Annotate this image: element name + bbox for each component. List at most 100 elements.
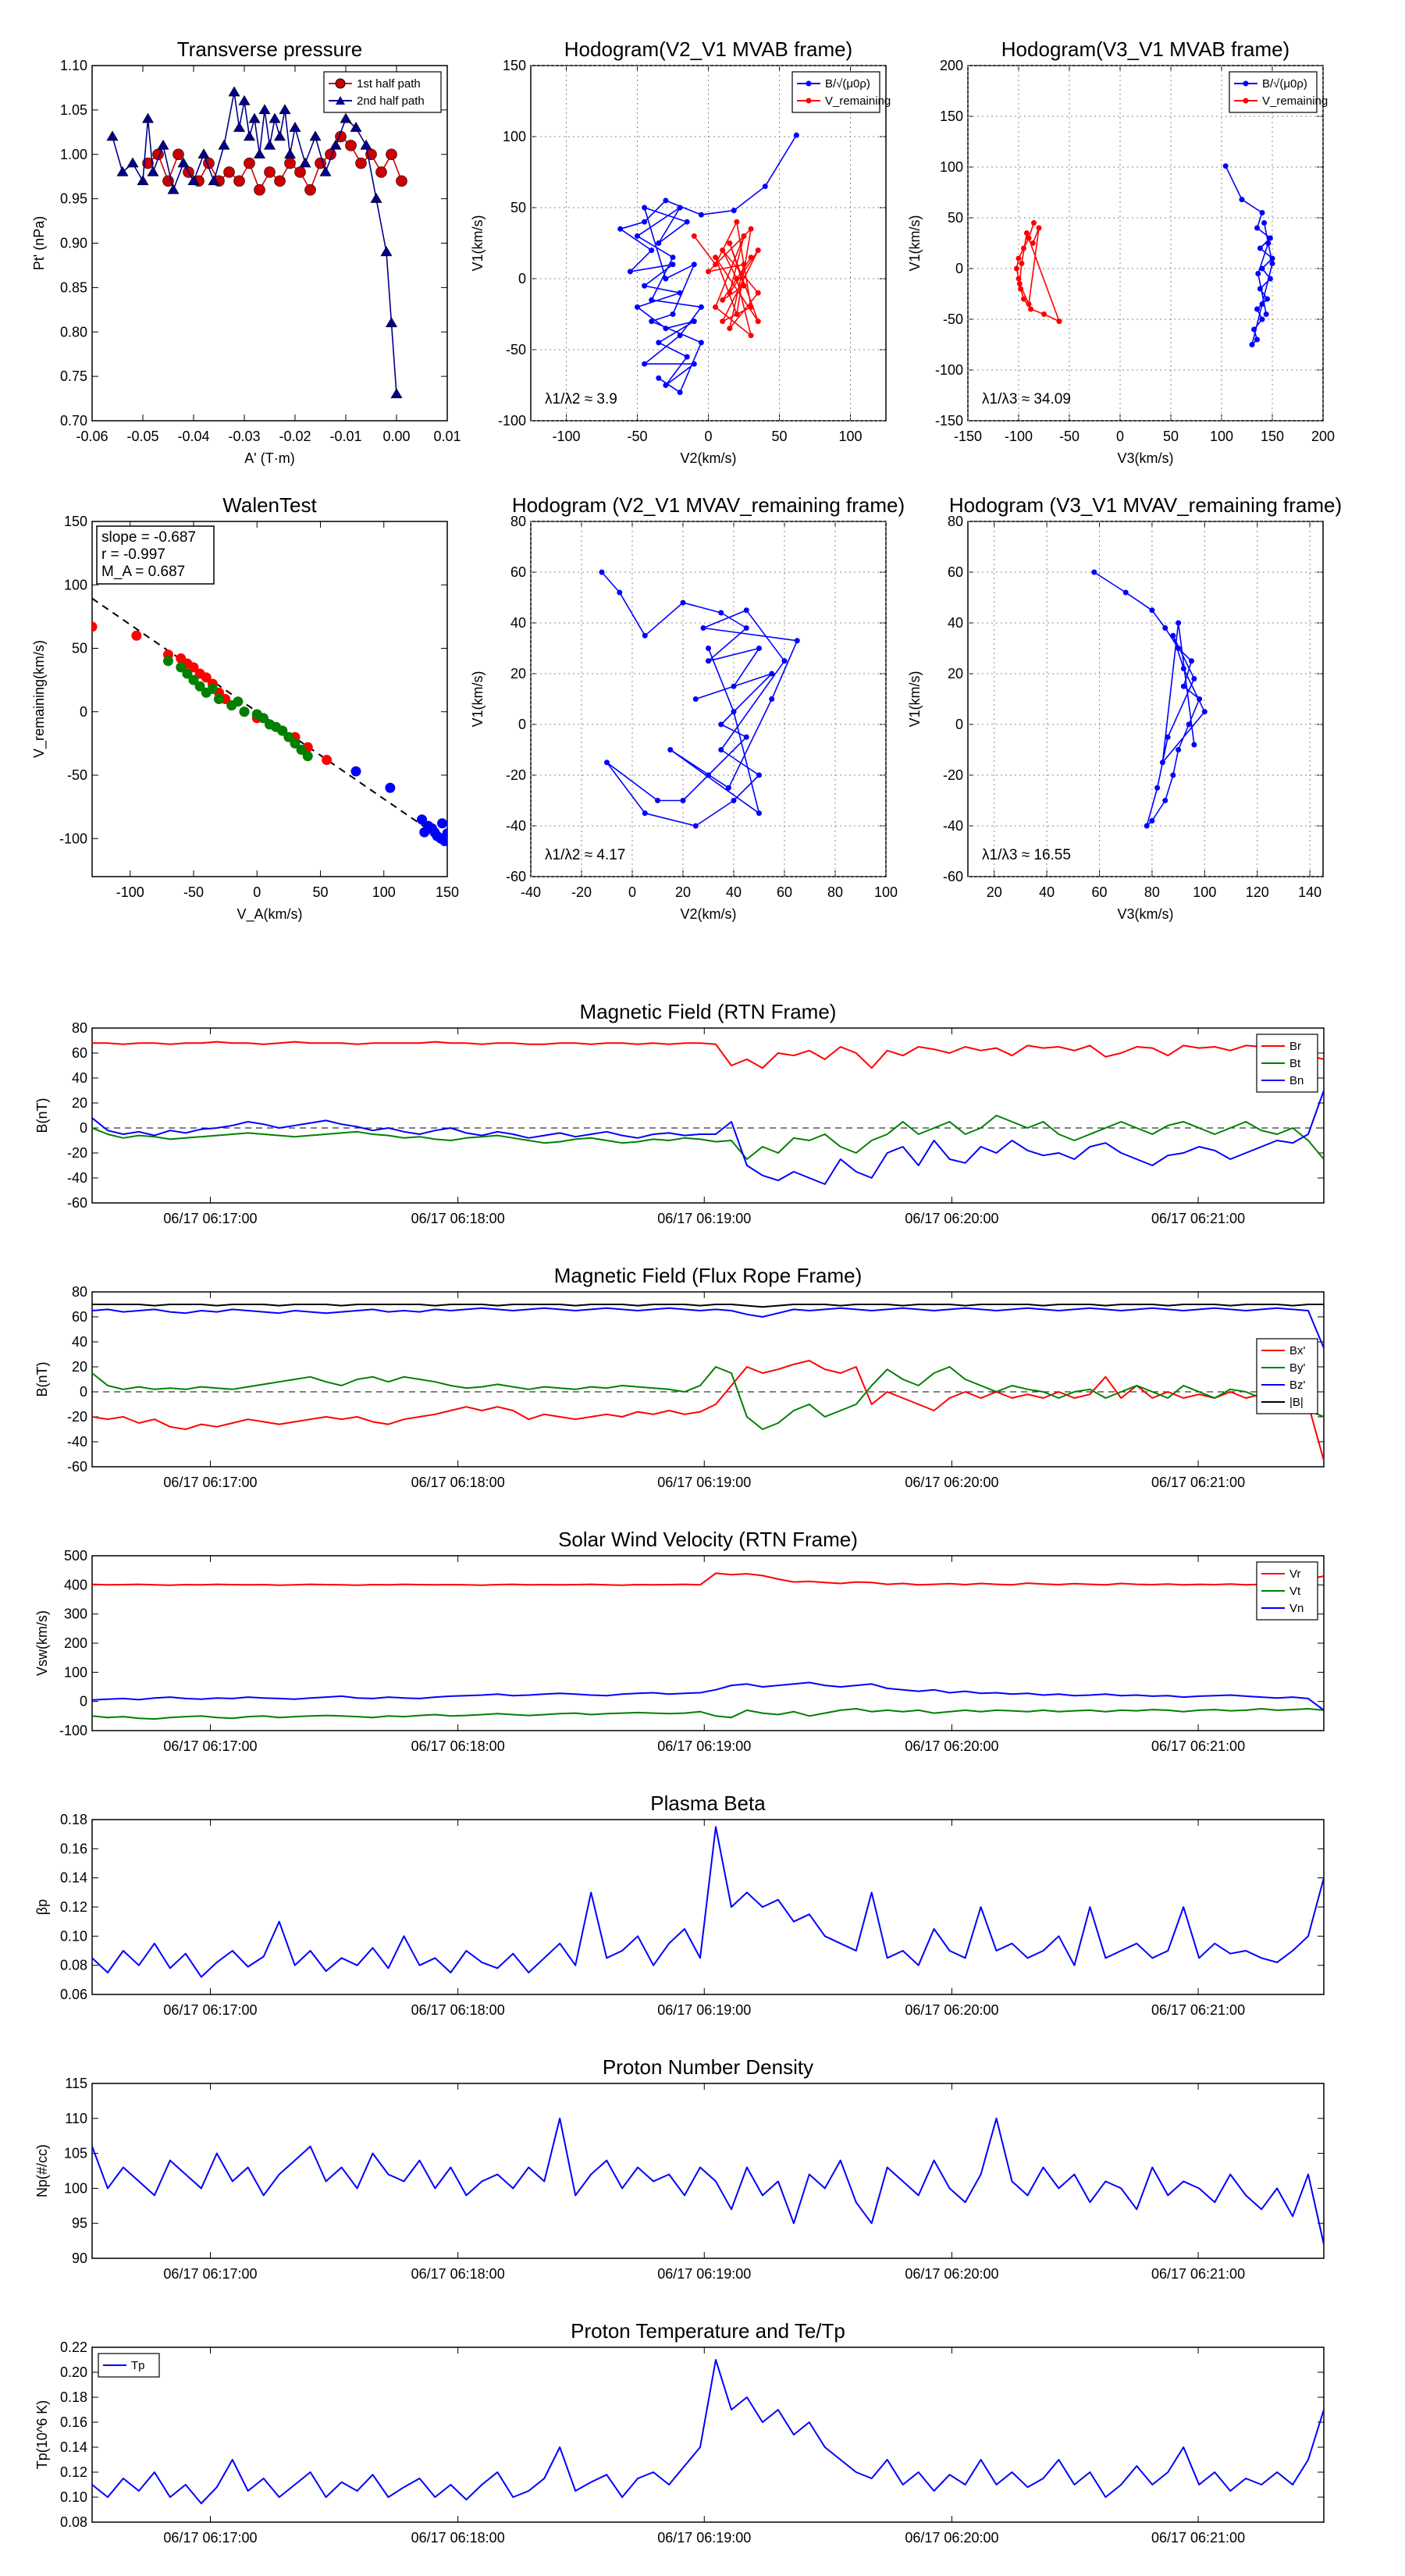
data-point (243, 130, 256, 141)
legend-marker (1243, 80, 1249, 87)
data-point (290, 738, 301, 749)
data-point (375, 166, 387, 178)
x-tick-label: 06/17 06:18:00 (411, 1475, 505, 1490)
data-point (642, 283, 648, 289)
data-point (692, 823, 699, 829)
legend-marker (806, 98, 812, 104)
data-point (684, 354, 690, 360)
y-tick-label: 80 (948, 514, 963, 529)
data-point (439, 836, 447, 846)
data-point (264, 166, 276, 178)
y-tick-label: 40 (72, 1070, 87, 1086)
x-tick-label: 06/17 06:19:00 (657, 2266, 751, 2282)
x-tick-label: 06/17 06:21:00 (1151, 1738, 1245, 1754)
data-point (655, 798, 660, 803)
data-point (691, 318, 697, 325)
transverse-pressure-chart: 0.70 0.75 0.80 0.85 0.90 0.95 1.00 1.05 1.10 -0.0… (31, 37, 461, 466)
y-tick-label: 60 (510, 564, 526, 580)
y-tick-label: -100 (935, 362, 963, 378)
data-point (1255, 271, 1261, 276)
legend-label: |B| (1289, 1396, 1304, 1409)
y-tick-label: 60 (948, 564, 963, 580)
data-point (1122, 589, 1129, 596)
data-point (1249, 342, 1255, 347)
y-tick-label: 0.20 (60, 2364, 87, 2380)
x-tick-label: 06/17 06:17:00 (163, 1738, 257, 1754)
data-point (1018, 286, 1024, 292)
x-tick-label: -50 (1059, 429, 1080, 444)
legend: Vr Vt Vn (1256, 1561, 1318, 1621)
data-point (258, 713, 269, 724)
data-point (187, 175, 200, 186)
series-line-Vn (92, 1681, 1324, 1711)
data-point (713, 254, 719, 261)
data-point (302, 751, 313, 762)
data-point (319, 165, 332, 176)
data-point (635, 233, 640, 239)
y-tick-label: 1.05 (60, 102, 87, 118)
series-line-Bt (92, 1115, 1324, 1160)
data-point (656, 340, 662, 346)
x-tick-label: 150 (436, 884, 459, 900)
y-tick-label: 0.18 (60, 2389, 87, 2405)
data-point (684, 219, 690, 225)
data-point (258, 104, 271, 115)
data-point (197, 148, 210, 158)
x-tick-label: -0.04 (177, 429, 209, 444)
y-tick-label: 300 (64, 1606, 87, 1622)
data-point (680, 600, 686, 606)
data-point (1023, 230, 1030, 236)
data-point (1201, 709, 1208, 715)
y-tick-label: 0.10 (60, 2489, 87, 2505)
data-point (437, 818, 447, 829)
y-tick-label: 20 (72, 1359, 87, 1375)
data-point (1239, 197, 1245, 203)
plot-area (599, 569, 800, 829)
legend: B/√(μ0ρ) V_remaining (791, 71, 891, 113)
y-tick-label: 0.90 (60, 236, 87, 251)
data-point (1016, 281, 1023, 286)
series-line-Np (92, 2117, 1324, 2245)
data-point (208, 175, 220, 186)
y-tick-label: 50 (510, 200, 526, 215)
data-point (734, 219, 740, 225)
data-point (734, 311, 740, 317)
legend: Tp (98, 2353, 160, 2378)
x-axis-label: V2(km/s) (681, 450, 737, 466)
x-tick-label: -0.06 (76, 429, 108, 444)
data-point (106, 130, 119, 141)
data-point (1265, 240, 1272, 246)
data-point (167, 183, 180, 194)
series-line-Br (92, 1041, 1324, 1069)
y-tick-label: 0.12 (60, 1899, 87, 1915)
data-point (731, 798, 737, 803)
y-axis-label: V1(km/s) (470, 671, 486, 728)
y-tick-label: 50 (948, 210, 963, 226)
data-point (214, 694, 224, 704)
data-point (274, 175, 286, 187)
y-tick-label: 0.06 (60, 1987, 87, 2002)
y-tick-label: 150 (64, 514, 87, 529)
data-point (706, 772, 711, 778)
data-point (1254, 225, 1260, 231)
data-point (727, 240, 733, 246)
data-point (1176, 620, 1182, 626)
x-tick-label: 100 (372, 884, 396, 900)
data-point (201, 672, 212, 683)
data-point (126, 157, 139, 168)
legend-label: By' (1289, 1361, 1306, 1375)
legend-marker (806, 80, 812, 87)
data-point (417, 814, 427, 825)
data-point (163, 656, 173, 667)
data-point (677, 390, 683, 396)
x-tick-label: 06/17 06:17:00 (163, 1475, 257, 1490)
legend-label: Vn (1289, 1602, 1304, 1615)
axes-frame (530, 521, 887, 877)
x-tick-label: 06/17 06:21:00 (1151, 2530, 1245, 2546)
x-tick-label: 60 (777, 884, 792, 900)
data-point (350, 122, 362, 132)
y-tick-label: 50 (72, 641, 87, 656)
hodogram-v3v1-mvab-chart: -150 -100 -50 0 50 100 150 200 -150 -100 -50 0 50 100… (907, 37, 1335, 466)
